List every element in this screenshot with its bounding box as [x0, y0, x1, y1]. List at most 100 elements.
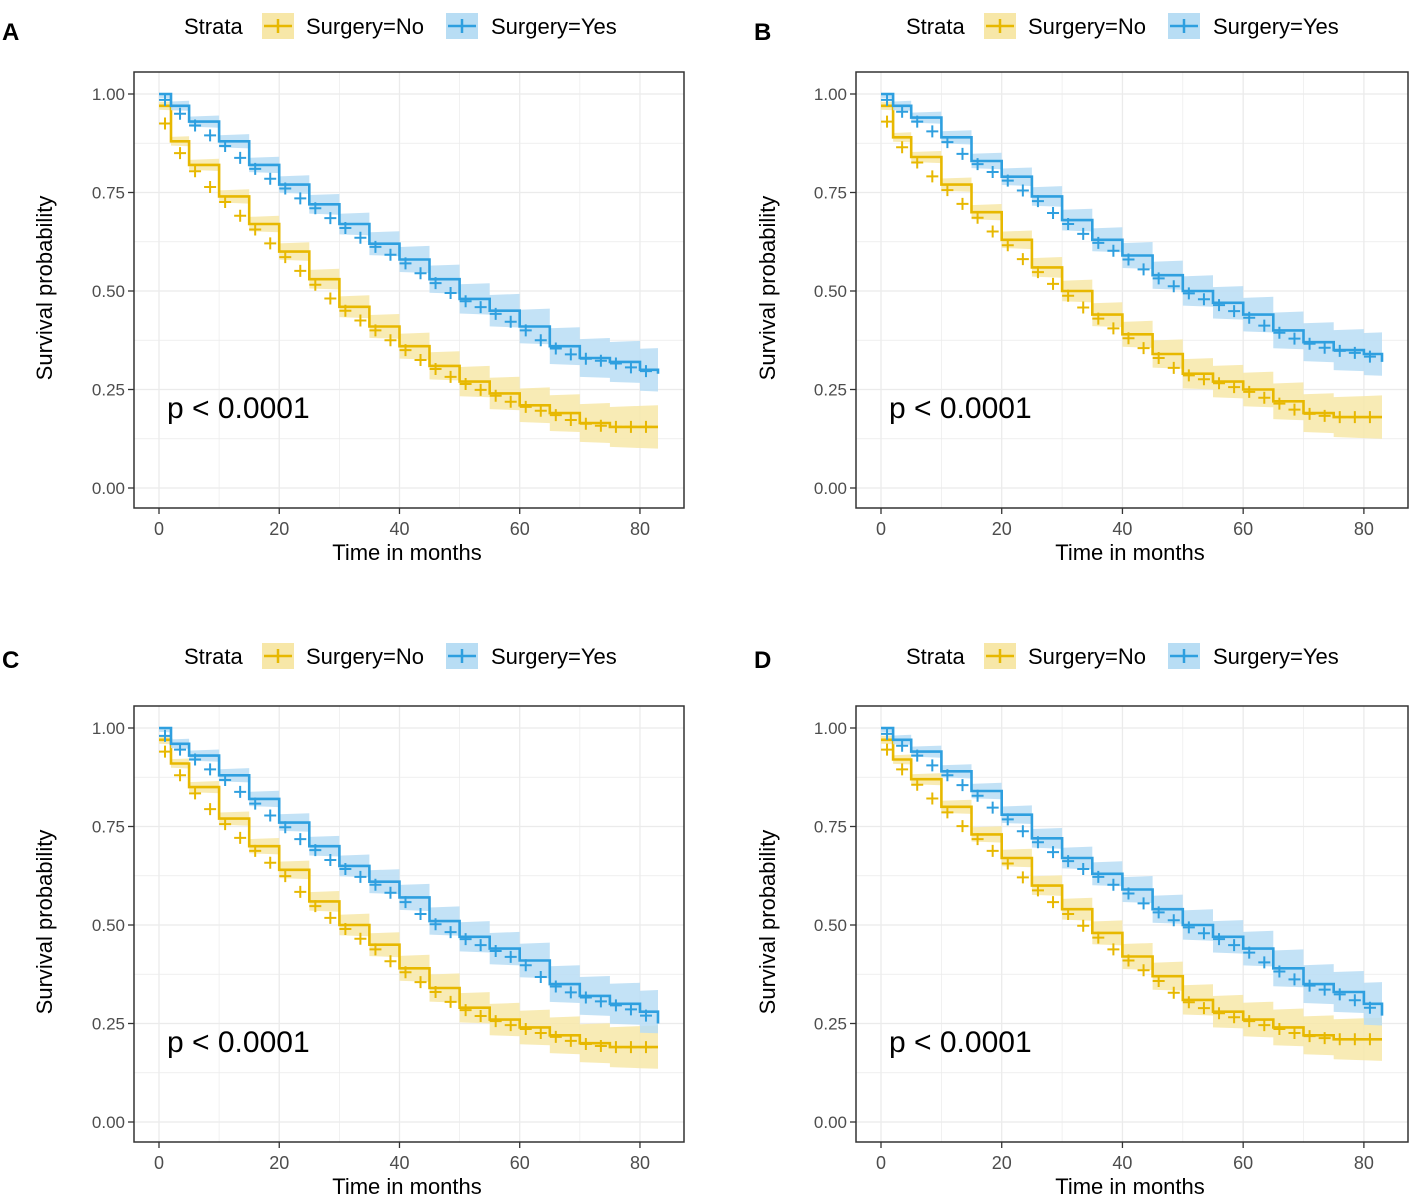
censor-mark — [1228, 381, 1241, 394]
censor-mark — [941, 769, 954, 782]
panel-label: A — [2, 19, 19, 46]
censor-mark — [294, 885, 307, 898]
censor-mark — [339, 221, 352, 234]
censor-mark — [534, 1026, 547, 1039]
censor-mark — [911, 778, 924, 791]
legend-key-surgery-no — [262, 643, 294, 669]
censor-mark — [1213, 377, 1226, 390]
confidence-band-surgery-yes — [159, 94, 658, 396]
censor-mark — [1213, 299, 1226, 312]
censor-mark — [881, 115, 894, 128]
censor-mark — [971, 158, 984, 171]
x-tick-label: 80 — [630, 519, 650, 539]
censor-mark — [1318, 983, 1331, 996]
censor-mark — [474, 383, 487, 396]
censor-mark — [911, 115, 924, 128]
series-line-surgery-yes — [159, 92, 660, 374]
censor-mark — [459, 377, 472, 390]
legend-title: Strata — [184, 644, 243, 669]
censor-mark — [1107, 878, 1120, 891]
censor-mark — [956, 779, 969, 792]
censor-mark — [1288, 973, 1301, 986]
censor-mark — [1001, 239, 1014, 252]
censor-mark — [1243, 1015, 1256, 1028]
censor-mark — [1348, 411, 1361, 424]
censor-mark — [204, 129, 217, 142]
x-tick-label: 80 — [1354, 1153, 1374, 1173]
censor-mark — [926, 170, 939, 183]
censor-mark — [264, 856, 277, 869]
censor-mark — [1258, 391, 1271, 404]
confidence-band-surgery-no — [881, 101, 1382, 439]
censor-mark — [189, 787, 202, 800]
censor-mark — [1228, 1011, 1241, 1024]
censor-mark — [926, 759, 939, 772]
confidence-band-surgery-no — [881, 735, 1382, 1061]
legend-label-surgery-no: Surgery=No — [306, 644, 424, 669]
confidence-band-surgery-yes — [159, 728, 658, 1046]
legend-key-surgery-yes — [446, 643, 478, 669]
series-line-surgery-yes — [881, 726, 1384, 1016]
censor-mark — [384, 334, 397, 347]
censor-mark — [1258, 1019, 1271, 1032]
censor-mark — [159, 117, 172, 130]
censor-mark — [234, 831, 247, 844]
censor-mark — [1137, 342, 1150, 355]
x-tick-label: 80 — [1354, 519, 1374, 539]
censor-mark — [1047, 896, 1060, 909]
censor-mark — [1333, 1033, 1346, 1046]
x-axis-label: Time in months — [1055, 540, 1205, 565]
censor-mark — [1318, 409, 1331, 422]
censor-mark — [1303, 407, 1316, 420]
censor-mark — [519, 959, 532, 972]
censor-mark — [354, 870, 367, 883]
censor-mark — [1167, 986, 1180, 999]
censor-mark — [264, 172, 277, 185]
censor-mark — [459, 295, 472, 308]
censor-mark — [279, 821, 292, 834]
censor-mark — [881, 727, 894, 740]
censor-mark — [234, 151, 247, 164]
panel-label: D — [754, 647, 771, 674]
panel-border — [855, 71, 1409, 509]
x-tick-label: 20 — [992, 1153, 1012, 1173]
legend-label-surgery-no: Surgery=No — [306, 14, 424, 39]
confidence-band-surgery-yes — [881, 94, 1382, 384]
censor-mark — [1092, 236, 1105, 249]
y-axis-label: Survival probability — [755, 196, 780, 381]
censor-mark — [1213, 1007, 1226, 1020]
censor-mark — [429, 277, 442, 290]
censor-mark — [294, 833, 307, 846]
censor-mark — [579, 1037, 592, 1050]
censor-mark — [1077, 863, 1090, 876]
censor-mark — [1363, 1033, 1376, 1046]
censor-mark — [534, 971, 547, 984]
censor-mark — [174, 769, 187, 782]
censor-mark — [1243, 946, 1256, 959]
censor-mark — [354, 314, 367, 327]
censor-mark — [594, 419, 607, 432]
censor-mark — [414, 976, 427, 989]
censor-mark — [1107, 943, 1120, 956]
series-line-surgery-yes — [881, 92, 1384, 362]
censor-mark — [324, 292, 337, 305]
censor-mark — [249, 162, 262, 175]
censor-mark — [339, 863, 352, 876]
censor-mark — [324, 853, 337, 866]
x-tick-label: 40 — [389, 519, 409, 539]
x-tick-label: 40 — [1112, 519, 1132, 539]
censor-mark — [384, 886, 397, 899]
censor-mark — [489, 1015, 502, 1028]
censor-mark — [1197, 293, 1210, 306]
censor-mark — [579, 417, 592, 430]
censor-mark — [594, 354, 607, 367]
y-tick-label: 0.25 — [92, 1015, 125, 1034]
censor-mark — [896, 739, 909, 752]
censor-mark — [429, 918, 442, 931]
y-tick-label: 1.00 — [814, 85, 847, 104]
y-tick-label: 0.75 — [92, 818, 125, 837]
censor-mark — [249, 223, 262, 236]
censor-mark — [399, 257, 412, 270]
legend-title: Strata — [906, 14, 965, 39]
